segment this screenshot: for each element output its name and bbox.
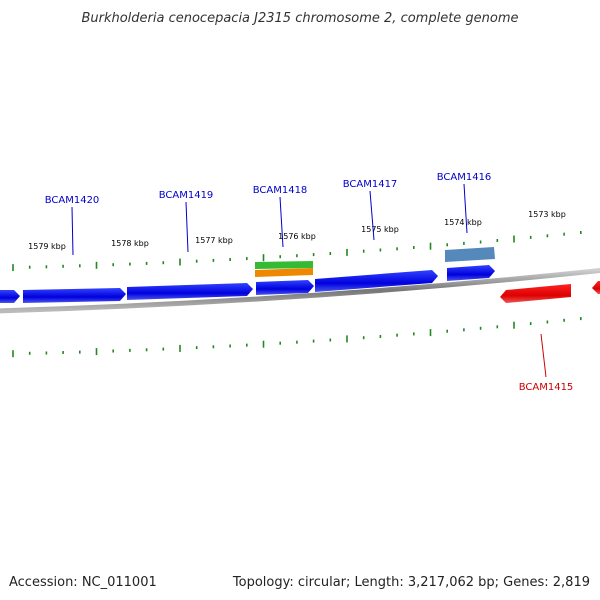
feature-bar-green[interactable] [255, 261, 313, 269]
kbp-label-1578: 1578 kbp [111, 239, 149, 248]
kbp-label-1577: 1577 kbp [195, 236, 233, 245]
gene-arrow-partial-left[interactable] [0, 290, 20, 303]
leader-bcam1417 [369, 190, 375, 241]
lower-scale-ticks [12, 317, 582, 358]
label-leaders [71, 183, 547, 378]
gene-arrow-bcam1417[interactable] [315, 270, 438, 292]
kbp-label-1576: 1576 kbp [278, 232, 316, 241]
feature-bar-orange[interactable] [255, 268, 313, 277]
gene-arrow-bcam1416[interactable] [447, 265, 495, 281]
gene-arrow-partial-right[interactable] [592, 281, 600, 294]
reverse-strand-genes [500, 281, 600, 303]
feature-bars [255, 247, 495, 277]
gene-arrow-bcam1420[interactable] [23, 288, 126, 303]
kbp-label-1574: 1574 kbp [444, 218, 482, 227]
gene-label-bcam1419[interactable]: BCAM1419 [159, 190, 214, 201]
upper-scale-ticks [12, 231, 582, 272]
gene-labels: BCAM1420 BCAM1419 BCAM1418 BCAM1417 BCAM… [45, 172, 574, 393]
leader-bcam1418 [279, 196, 284, 248]
gene-label-bcam1415[interactable]: BCAM1415 [519, 382, 574, 393]
gene-arrow-bcam1418[interactable] [256, 280, 314, 295]
gene-label-bcam1416[interactable]: BCAM1416 [437, 172, 492, 183]
leader-bcam1416 [463, 183, 468, 234]
kbp-label-1575: 1575 kbp [361, 225, 399, 234]
gene-arrow-bcam1415[interactable] [500, 284, 571, 303]
kbp-label-1573: 1573 kbp [528, 210, 566, 219]
leader-bcam1420 [71, 206, 74, 256]
gene-arrow-bcam1419[interactable] [127, 283, 253, 300]
feature-bar-steelblue[interactable] [445, 247, 495, 262]
genome-summary-text: Topology: circular; Length: 3,217,062 bp… [232, 575, 590, 590]
scale-labels: 1579 kbp 1578 kbp 1577 kbp 1576 kbp 1575… [28, 210, 566, 251]
kbp-label-1579: 1579 kbp [28, 242, 66, 251]
gene-label-bcam1417[interactable]: BCAM1417 [343, 179, 398, 190]
leader-bcam1415 [540, 333, 547, 378]
gene-label-bcam1418[interactable]: BCAM1418 [253, 185, 308, 196]
accession-text: Accession: NC_011001 [9, 575, 157, 590]
gene-label-bcam1420[interactable]: BCAM1420 [45, 195, 100, 206]
forward-strand-genes [0, 265, 495, 303]
chromosome-backbone [0, 268, 600, 314]
map-title: Burkholderia cenocepacia J2315 chromosom… [81, 11, 518, 26]
leader-bcam1419 [185, 201, 189, 253]
